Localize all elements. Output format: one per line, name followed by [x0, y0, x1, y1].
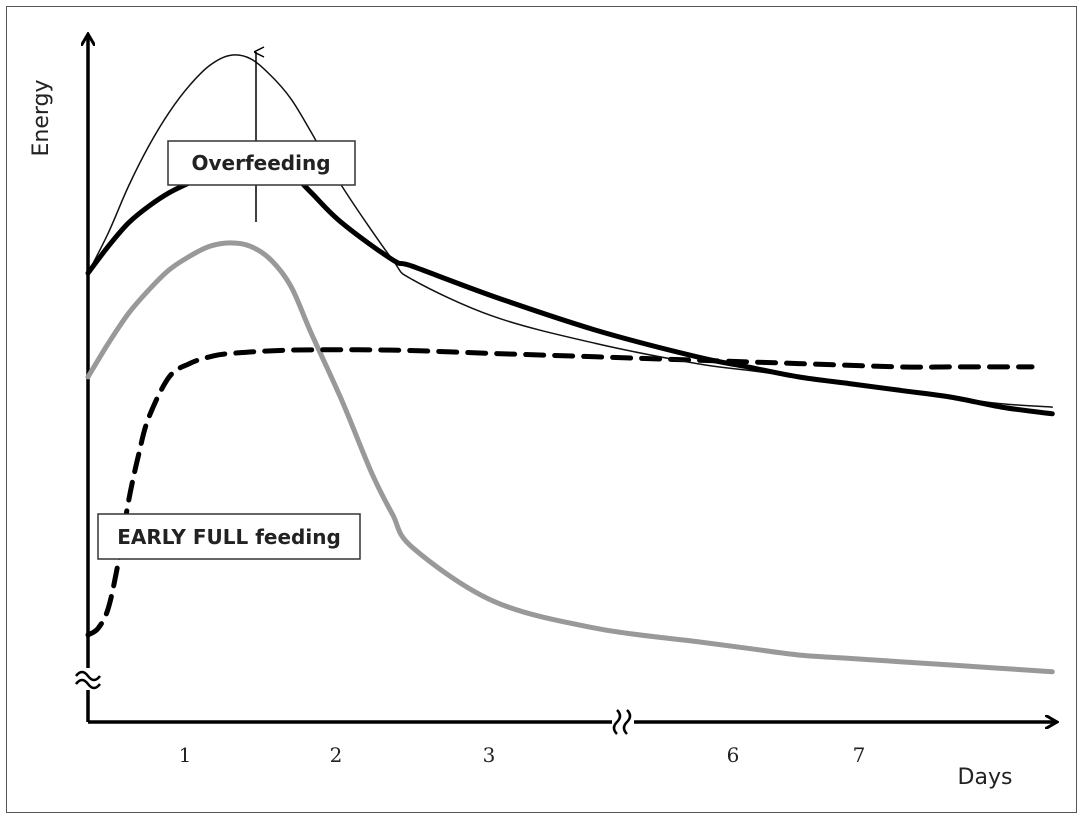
x-tick-label: 7: [853, 743, 866, 767]
chart-frame: [6, 6, 1077, 813]
early-full-feeding-annotation: EARLY FULL feeding: [97, 513, 361, 560]
series-line-dashed-black: [85, 347, 1035, 638]
x-axis-break: [612, 709, 634, 736]
y-axis-label: Energy: [29, 79, 54, 156]
x-tick-label: 2: [330, 743, 343, 767]
y-axis-break: [75, 668, 101, 690]
x-tick-label: 1: [179, 743, 192, 767]
overfeeding-label: Overfeeding: [191, 151, 330, 175]
x-tick-label: 3: [483, 743, 496, 767]
series-line-gray: [85, 240, 1055, 675]
x-tick-label: 6: [727, 743, 740, 767]
early-full-feeding-label: EARLY FULL feeding: [117, 525, 341, 549]
overfeeding-annotation: Overfeeding: [167, 140, 356, 186]
series-line-thick-black: [85, 159, 1055, 417]
x-axis-label: Days: [958, 765, 1013, 790]
